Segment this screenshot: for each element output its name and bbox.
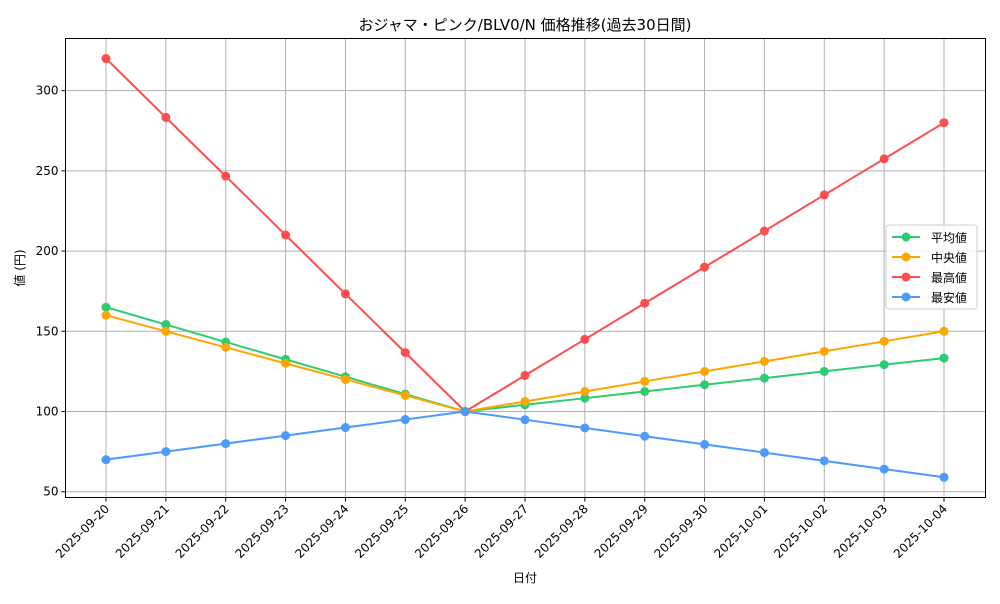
- y-tick-label: 200: [36, 244, 59, 258]
- grid: [65, 38, 986, 498]
- legend-label: 平均値: [931, 230, 967, 245]
- x-tick-label: 2025-09-25: [352, 502, 411, 561]
- data-point: [640, 431, 650, 441]
- x-tick-label: 2025-09-27: [472, 502, 531, 561]
- series-最安値: [101, 407, 949, 482]
- legend-marker: [901, 232, 911, 242]
- data-point: [101, 455, 111, 465]
- data-point: [281, 358, 291, 368]
- data-point: [400, 348, 410, 358]
- data-point: [580, 386, 590, 396]
- y-tick-label: 50: [43, 485, 58, 499]
- data-point: [340, 423, 350, 433]
- x-tick-label: 2025-09-23: [232, 502, 291, 561]
- data-point: [819, 456, 829, 466]
- data-point: [759, 373, 769, 383]
- data-point: [520, 396, 530, 406]
- data-point: [939, 353, 949, 363]
- legend-label: 最安値: [931, 290, 967, 305]
- chart-title: おジャマ・ピンク/BLV0/N 価格推移(過去30日間): [359, 16, 692, 34]
- data-point: [819, 346, 829, 356]
- data-point: [879, 154, 889, 164]
- legend-label: 最高値: [931, 270, 967, 285]
- data-point: [700, 262, 710, 272]
- x-tick-label: 2025-10-01: [711, 502, 770, 561]
- data-point: [161, 112, 171, 122]
- data-point: [400, 415, 410, 425]
- data-point: [161, 447, 171, 457]
- series-group: [101, 54, 949, 482]
- legend-box: [885, 224, 978, 310]
- x-tick-label: 2025-09-22: [173, 502, 232, 561]
- data-point: [400, 390, 410, 400]
- legend-marker: [901, 272, 911, 282]
- x-tick-label: 2025-09-20: [53, 502, 112, 561]
- data-point: [281, 230, 291, 240]
- data-point: [580, 423, 590, 433]
- data-point: [879, 360, 889, 370]
- x-tick-label: 2025-09-29: [592, 502, 651, 561]
- data-point: [939, 326, 949, 336]
- data-point: [700, 366, 710, 376]
- data-point: [640, 298, 650, 308]
- data-point: [700, 380, 710, 390]
- x-tick-label: 2025-09-30: [651, 502, 710, 561]
- data-point: [759, 356, 769, 366]
- data-point: [640, 376, 650, 386]
- data-point: [221, 342, 231, 352]
- data-point: [460, 407, 470, 417]
- y-tick-label: 250: [36, 164, 59, 178]
- data-point: [759, 448, 769, 458]
- axes: 2025-09-20 2025-09-21 2025-09-22 2025-09-23…: [36, 84, 951, 561]
- x-axis-label: 日付: [513, 571, 537, 585]
- x-tick-label: 2025-10-02: [771, 502, 830, 561]
- data-point: [161, 326, 171, 336]
- data-point: [700, 439, 710, 449]
- y-tick-label: 100: [36, 405, 59, 419]
- data-point: [580, 334, 590, 344]
- legend-marker: [901, 252, 911, 262]
- data-point: [101, 302, 111, 312]
- data-point: [101, 310, 111, 320]
- data-point: [939, 118, 949, 128]
- data-point: [879, 336, 889, 346]
- x-tick-label: 2025-10-04: [891, 502, 950, 561]
- data-point: [340, 374, 350, 384]
- data-point: [580, 393, 590, 403]
- legend-label: 中央値: [931, 250, 967, 265]
- data-point: [939, 472, 949, 482]
- x-tick-label: 2025-10-03: [831, 502, 890, 561]
- data-point: [161, 320, 171, 330]
- data-point: [101, 54, 111, 64]
- x-tick-label: 2025-09-21: [113, 502, 172, 561]
- data-point: [819, 366, 829, 376]
- y-tick-label: 150: [36, 324, 59, 338]
- x-tick-label: 2025-09-24: [292, 502, 351, 561]
- data-point: [281, 431, 291, 441]
- data-point: [640, 386, 650, 396]
- x-tick-label: 2025-09-28: [532, 502, 591, 561]
- data-point: [759, 226, 769, 236]
- data-point: [221, 439, 231, 449]
- data-point: [340, 289, 350, 299]
- data-point: [520, 415, 530, 425]
- data-point: [520, 370, 530, 380]
- data-point: [221, 171, 231, 181]
- series-中央値: [101, 310, 949, 417]
- y-axis-label: 値 (円): [12, 249, 27, 286]
- data-point: [879, 464, 889, 474]
- data-point: [819, 190, 829, 200]
- legend-marker: [901, 292, 911, 302]
- x-tick-label: 2025-09-26: [412, 502, 471, 561]
- y-tick-label: 300: [36, 84, 59, 98]
